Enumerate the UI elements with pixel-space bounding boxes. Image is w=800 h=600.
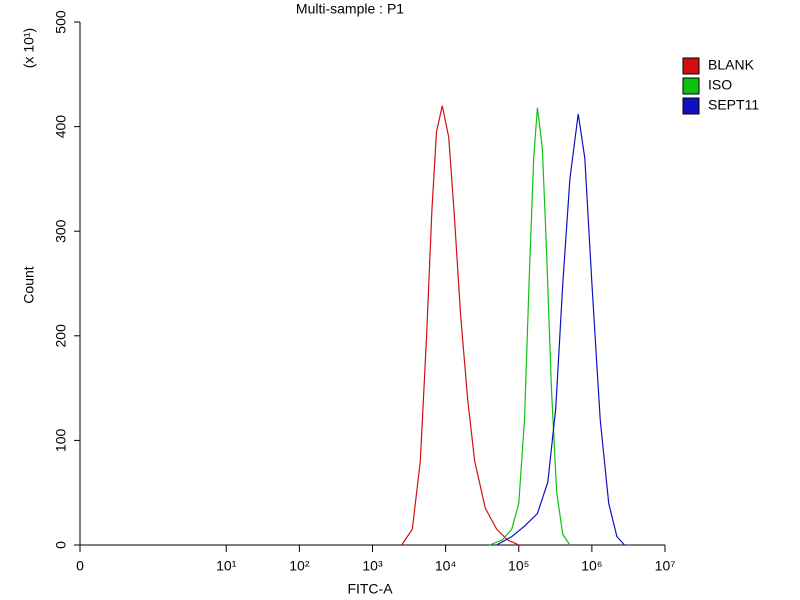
x-tick-label: 10⁴ bbox=[435, 558, 457, 574]
y-axis-unit: (x 10¹) bbox=[21, 28, 37, 68]
x-tick-label: 10² bbox=[289, 558, 310, 574]
chart-title: Multi-sample : P1 bbox=[296, 1, 404, 17]
x-tick-label: 10⁶ bbox=[581, 558, 602, 574]
histogram-line bbox=[401, 105, 520, 546]
x-tick-label: 10⁷ bbox=[655, 558, 676, 574]
y-tick-label: 500 bbox=[53, 10, 69, 34]
x-axis-label: FITC-A bbox=[347, 581, 393, 597]
y-tick-label: 0 bbox=[53, 541, 69, 549]
legend-swatch bbox=[682, 57, 700, 75]
y-tick-label: 100 bbox=[53, 429, 69, 453]
histogram-line bbox=[496, 113, 626, 546]
legend-label: BLANK bbox=[708, 57, 755, 73]
y-tick-label: 200 bbox=[53, 324, 69, 348]
legend-label: SEPT11 bbox=[708, 97, 759, 113]
y-tick-label: 400 bbox=[53, 115, 69, 139]
legend-label: ISO bbox=[708, 77, 732, 93]
histogram-line bbox=[489, 107, 571, 546]
y-tick-label: 300 bbox=[53, 219, 69, 243]
x-tick-label: 0 bbox=[76, 558, 84, 574]
x-tick-label: 10⁵ bbox=[508, 558, 529, 574]
x-tick-label: 10¹ bbox=[216, 558, 237, 574]
y-axis-label: Count bbox=[21, 266, 37, 303]
legend-swatch bbox=[682, 97, 700, 115]
legend-swatch bbox=[682, 77, 700, 95]
x-tick-label: 10³ bbox=[362, 558, 383, 574]
